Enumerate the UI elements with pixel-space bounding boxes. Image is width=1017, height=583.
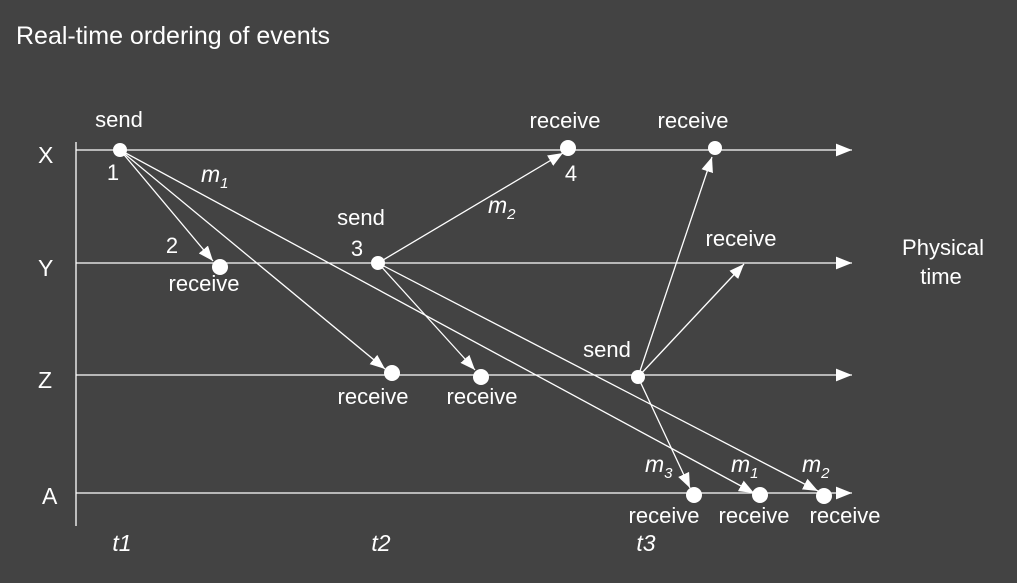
event-label-x-recv-m2: receive [530,108,601,133]
event-dot-a-recv-m2 [816,488,832,504]
message-label-m2-top: m2 [488,192,516,223]
event-dot-a-recv-m3 [686,487,702,503]
event-dots [113,140,832,504]
event-label-z-recv-m1: receive [338,384,409,409]
arrow-y-to-a-m2 [377,262,819,492]
arrow-x-to-z [119,149,386,370]
event-label-a-recv-m3: receive [629,503,700,528]
event-label-a-recv-m2: receive [810,503,881,528]
message-label-m1-bottom: m1 [731,451,759,482]
event-label-y-recv-m3: receive [706,226,777,251]
message-label-m2-bottom: m2 [802,451,830,482]
event-label-x-send: send [95,107,143,132]
time-mark-t1: t1 [112,530,131,556]
process-timelines [76,143,852,500]
event-label-y-recv: receive [169,271,240,296]
event-dot-y-recv [212,259,228,275]
event-number-y-send: 3 [351,236,363,261]
event-dot-y-send [371,256,385,270]
time-mark-t2: t2 [371,530,390,556]
arrow-y-to-x-m2 [377,152,564,264]
event-dot-z-recv-m2 [473,369,489,385]
process-label-y: Y [38,255,53,281]
process-label-a: A [42,483,58,509]
process-label-x: X [38,142,53,168]
arrow-z-to-a-m3 [637,376,691,489]
physical-time-label-2: time [920,264,962,289]
message-label-m1-top: m1 [201,161,229,192]
message-label-m3-bottom: m3 [645,451,673,482]
arrow-y-to-z [377,262,476,371]
event-label-y-send: send [337,205,385,230]
event-number-x-recv-m2: 4 [565,161,577,186]
event-number-x-send: 1 [107,160,119,185]
event-number-y-recv: 2 [166,233,178,258]
message-arrows [119,149,819,494]
page-title: Real-time ordering of events [16,22,330,50]
physical-time-label-1: Physical [902,235,984,260]
event-dot-x-recv-m3 [708,141,722,155]
event-label-z-send: send [583,337,631,362]
time-mark-t3: t3 [636,530,655,556]
event-dot-a-recv-m1 [752,487,768,503]
event-dot-x-send [113,143,127,157]
event-label-a-recv-m1: receive [719,503,790,528]
arrow-x-to-a-m1 [119,149,755,494]
event-dot-z-send [631,370,645,384]
arrow-x-to-y [119,149,214,262]
event-dot-x-recv-m2 [560,140,576,156]
arrow-z-to-x-m3 [637,156,713,378]
arrow-z-to-y-m3 [637,263,745,378]
process-label-z: Z [38,367,52,393]
event-label-z-recv-m2: receive [447,384,518,409]
event-label-x-recv-m3: receive [658,108,729,133]
event-dot-z-recv-m1 [384,365,400,381]
